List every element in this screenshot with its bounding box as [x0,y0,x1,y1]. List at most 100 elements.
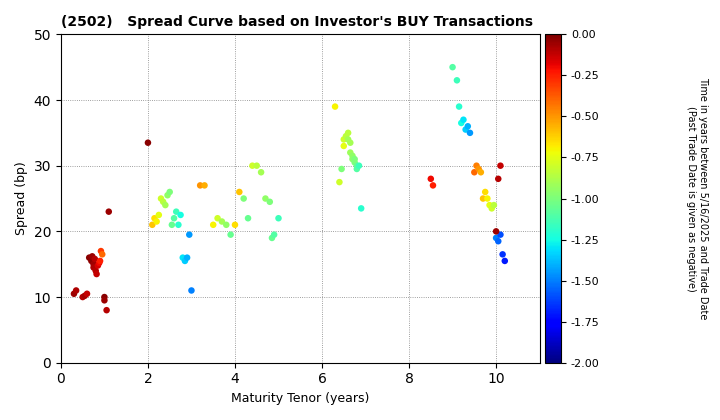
Point [264,199,276,205]
Point [68,290,80,297]
Point [477,195,489,202]
Point [101,307,112,314]
Text: (2502)   Spread Curve based on Investor's BUY Transactions: (2502) Spread Curve based on Investor's … [61,15,533,29]
Point [86,253,98,260]
Point [186,287,197,294]
Point [103,208,114,215]
Point [351,162,363,169]
Point [482,195,493,202]
Point [480,189,491,195]
Point [142,139,153,146]
Point [147,221,158,228]
Point [269,231,280,238]
Point [95,248,107,255]
Point [233,189,245,195]
Point [247,162,258,169]
Point [336,165,347,172]
Point [343,136,354,143]
Point [460,126,472,133]
Point [251,162,263,169]
Point [86,257,97,264]
Point [238,195,249,202]
Point [89,256,101,262]
Point [354,162,365,169]
Point [149,215,161,222]
Point [91,271,102,278]
Point [171,208,182,215]
Point [345,149,356,156]
Point [175,212,186,218]
Point [427,182,438,189]
Point [79,292,91,299]
Point [216,218,228,225]
Point [486,205,498,212]
Point [88,261,99,268]
Point [469,169,480,176]
Point [351,165,363,172]
Point [194,182,206,189]
Point [425,176,436,182]
Point [156,195,167,202]
Point [260,195,271,202]
Y-axis label: Time in years between 5/16/2025 and Trade Date
(Past Trade Date is given as nega: Time in years between 5/16/2025 and Trad… [686,77,708,320]
Point [490,235,502,242]
Point [179,257,191,264]
Point [71,287,82,294]
Point [338,136,349,143]
Point [199,182,210,189]
Point [207,221,219,228]
Point [164,189,176,195]
Point [273,215,284,222]
Point [184,231,195,238]
Point [349,156,361,163]
Point [447,64,459,71]
Y-axis label: Spread (bp): Spread (bp) [15,162,28,235]
Point [168,215,180,222]
Point [212,215,223,222]
Point [77,294,89,300]
Point [160,202,171,208]
Point [495,162,506,169]
Point [229,221,240,228]
Point [490,228,502,235]
Point [492,238,504,244]
Point [81,290,93,297]
Point [162,192,174,199]
Point [462,123,474,130]
Point [99,294,110,300]
Point [451,77,463,84]
Point [338,143,349,150]
Point [177,254,189,261]
Point [94,260,105,266]
Point [484,202,495,208]
Point [349,159,361,166]
Point [343,129,354,136]
Point [356,205,367,212]
Point [345,139,356,146]
Point [475,169,487,176]
Point [151,218,163,225]
Point [333,179,345,186]
Point [473,165,485,172]
Point [173,221,184,228]
Point [340,133,351,139]
Point [347,152,359,159]
Point [471,162,482,169]
Point [181,254,193,261]
Point [464,129,476,136]
Point [456,120,467,126]
Point [458,116,469,123]
Point [454,103,465,110]
Point [96,251,108,258]
Point [99,297,110,304]
Point [94,257,106,264]
Point [90,268,102,274]
Point [88,264,99,271]
Point [329,103,341,110]
Point [495,231,506,238]
Point [256,169,267,176]
Point [225,231,236,238]
Point [242,215,253,222]
X-axis label: Maturity Tenor (years): Maturity Tenor (years) [231,392,369,405]
Point [166,221,178,228]
